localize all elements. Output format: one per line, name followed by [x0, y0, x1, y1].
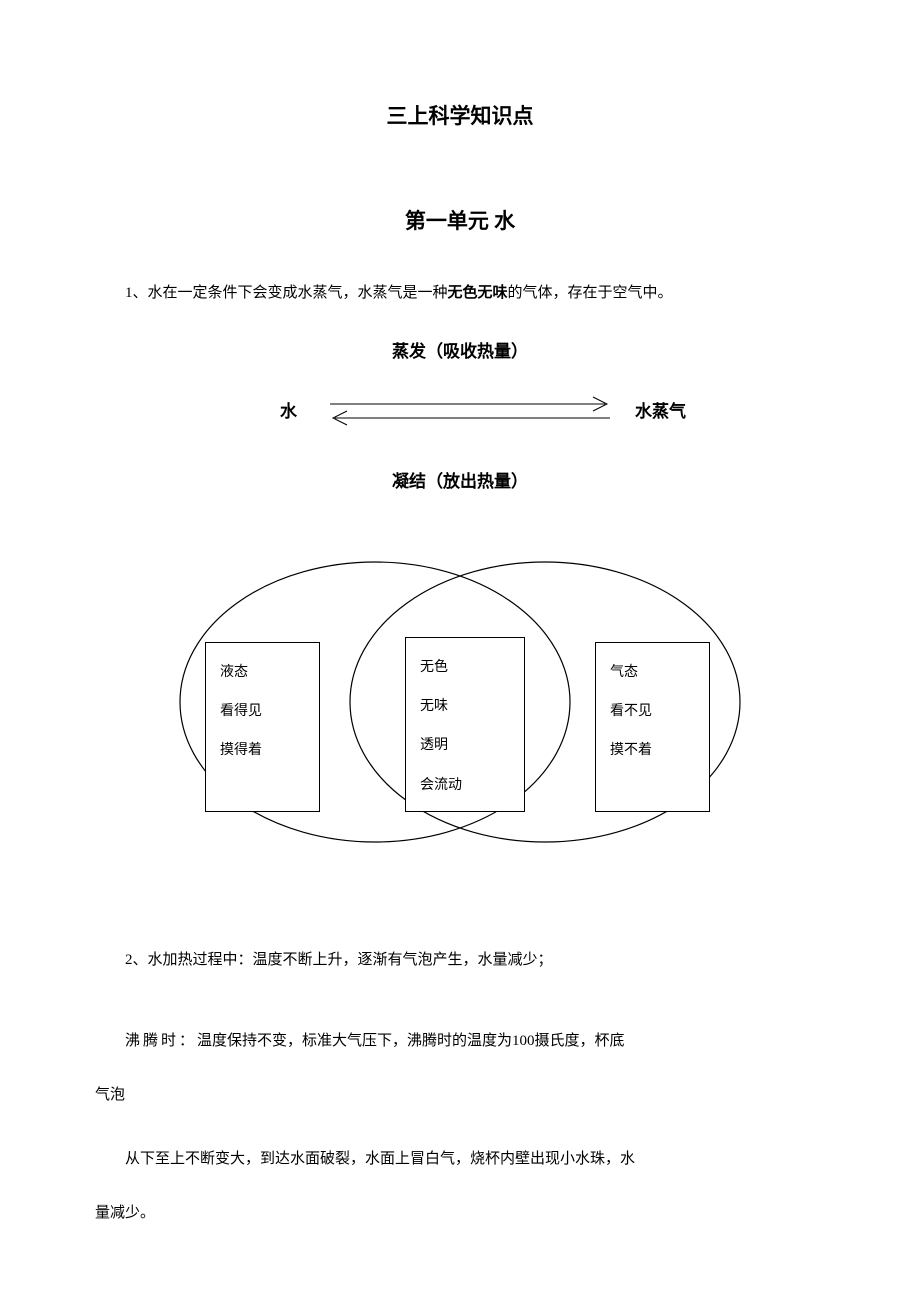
venn-left-box: 液态 看得见 摸得着: [205, 642, 320, 812]
steam-label: 水蒸气: [635, 397, 686, 422]
venn-middle-box: 无色 无味 透明 会流动: [405, 637, 525, 812]
paragraph-2: 2、水加热过程中：温度不断上升，逐渐有气泡产生，水量减少；: [95, 947, 825, 974]
venn-left-item: 摸得着: [220, 731, 305, 770]
arrows-icon: [325, 392, 615, 432]
paragraph-1: 1、水在一定条件下会变成水蒸气，水蒸气是一种无色无味的气体，存在于空气中。: [95, 280, 825, 307]
venn-mid-item: 无味: [420, 687, 510, 726]
para3-rest: 标准大气压下，沸腾时的温度为100摄氏度，杯底: [302, 1033, 625, 1049]
venn-diagram: 液态 看得见 摸得着 无色 无味 透明 会流动 气态 看不见 摸不着: [95, 547, 825, 857]
venn-right-box: 气态 看不见 摸不着: [595, 642, 710, 812]
para4-line1: 从下至上不断变大，到达水面破裂，水面上冒白气，烧杯内壁出现小水珠，水: [95, 1132, 825, 1186]
para1-prefix: 1、水在一定条件下会变成水蒸气，水蒸气是一种: [125, 285, 448, 301]
document-title: 三上科学知识点: [95, 100, 825, 130]
paragraph-4: 从下至上不断变大，到达水面破裂，水面上冒白气，烧杯内壁出现小水珠，水 量减少。: [95, 1132, 825, 1240]
venn-right-item: 气态: [610, 653, 695, 692]
venn-mid-item: 会流动: [420, 766, 510, 805]
conversion-diagram: 蒸发（吸收热量） 水 水蒸气 凝结（放出热量）: [95, 337, 825, 537]
para1-suffix: 的气体，存在于空气中。: [508, 285, 673, 301]
paragraph-3: 沸腾时：温度保持不变，标准大气压下，沸腾时的温度为100摄氏度，杯底 气泡: [95, 1014, 825, 1122]
para3-bold: 温度保持不变，: [197, 1033, 302, 1049]
evaporation-label: 蒸发（吸收热量）: [95, 337, 825, 362]
venn-left-item: 液态: [220, 653, 305, 692]
venn-right-item: 看不见: [610, 692, 695, 731]
para4-line2: 量减少。: [95, 1186, 825, 1240]
condensation-label: 凝结（放出热量）: [95, 467, 825, 492]
para3-line2: 气泡: [95, 1068, 825, 1122]
venn-left-item: 看得见: [220, 692, 305, 731]
venn-mid-item: 无色: [420, 648, 510, 687]
water-label: 水: [280, 397, 297, 422]
para3-bold-spaced: 沸腾时：: [125, 1033, 197, 1049]
venn-mid-item: 透明: [420, 726, 510, 765]
unit-subtitle: 第一单元 水: [95, 205, 825, 235]
venn-right-item: 摸不着: [610, 731, 695, 770]
para1-bold: 无色无味: [448, 285, 508, 301]
